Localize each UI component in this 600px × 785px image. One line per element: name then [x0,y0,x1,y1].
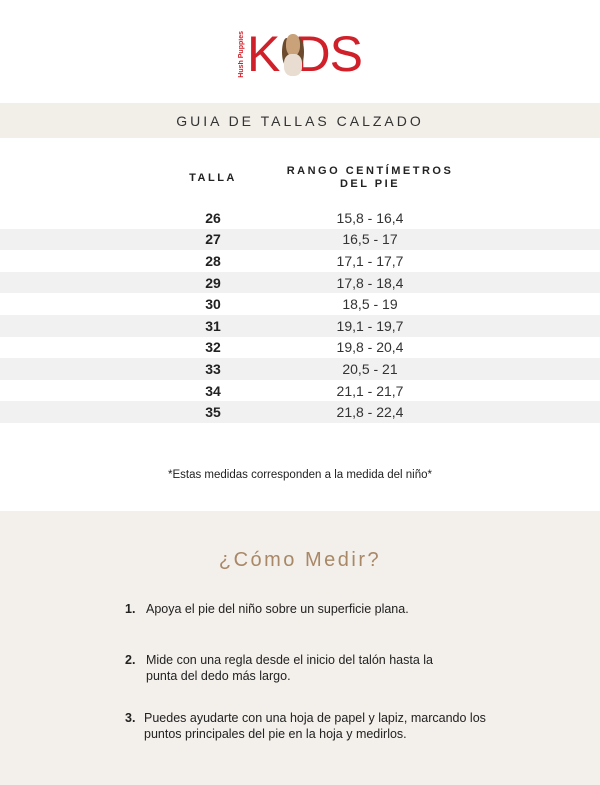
step-number: 3. [125,711,136,725]
table-row: 28 17,1 - 17,7 [0,250,600,272]
talla-cell: 33 [205,360,221,377]
talla-cell: 30 [205,296,221,313]
header-rango-line1: RANGO CENTÍMETROS [286,165,454,177]
title-band: GUIA DE TALLAS CALZADO [0,103,600,138]
table-row: 29 17,8 - 18,4 [0,271,600,294]
table-row: 31 19,1 - 19,7 [0,314,600,337]
talla-cell: 28 [205,252,221,269]
step-text: Mide con una regla desde el inicio del t… [146,653,433,683]
rango-cell: 15,8 - 16,4 [336,209,404,226]
talla-cell: 34 [205,382,221,399]
logo-letter-k: K [247,26,280,82]
table-row: 33 20,5 - 21 [0,358,600,380]
section-title: ¿Cómo Medir? [218,549,382,571]
page-title: GUIA DE TALLAS CALZADO [176,112,424,129]
footnote: *Estas medidas corresponden a la medida … [167,469,433,481]
step-text: Puedes ayudarte con una hoja de papel y … [144,711,486,741]
logo-subtext: Hush Puppies [238,30,245,78]
basset-hound-icon [280,32,305,76]
step-number: 1. [125,602,136,616]
brand-logo: Hush Puppies K DS [238,26,363,82]
rango-cell: 19,8 - 20,4 [336,339,404,356]
talla-cell: 35 [205,404,221,421]
rango-cell: 17,1 - 17,7 [336,252,404,269]
step-3: 3. Puedes ayudarte con una hoja de papel … [125,710,495,742]
table-row: 32 19,8 - 20,4 [0,337,600,359]
header-talla: TALLA [189,172,237,184]
talla-cell: 26 [205,209,221,226]
header-rango: RANGO CENTÍMETROS DEL PIE [280,165,460,191]
talla-cell: 29 [205,274,221,291]
rango-cell: 21,8 - 22,4 [336,404,404,421]
rango-cell: 17,8 - 18,4 [336,274,404,291]
talla-cell: 27 [205,231,221,248]
table-row: 27 16,5 - 17 [0,228,600,251]
rango-cell: 19,1 - 19,7 [336,317,404,334]
table-row: 30 18,5 - 19 [0,293,600,315]
rango-cell: 16,5 - 17 [342,231,398,248]
table-row: 26 15,8 - 16,4 [0,207,600,229]
logo-letters-ds: DS [294,26,363,82]
table-row: 35 21,8 - 22,4 [0,401,600,423]
step-2: 2. Mide con una regla desde el inicio del… [125,652,465,684]
rango-cell: 18,5 - 19 [342,296,398,313]
how-to-measure-section: ¿Cómo Medir? 1. Apoya el pie del niño sob… [0,511,600,785]
step-text: Apoya el pie del niño sobre un superfici… [146,602,409,616]
talla-cell: 32 [205,339,221,356]
size-table: 26 15,8 - 16,4 27 16,5 - 17 28 17,1 - 17,7 29 1… [0,207,600,423]
step-number: 2. [125,653,136,667]
table-row: 34 21,1 - 21,7 [0,380,600,402]
rango-cell: 20,5 - 21 [342,360,398,377]
talla-cell: 31 [205,317,221,334]
header-rango-line2: DEL PIE [339,178,401,190]
step-1: 1. Apoya el pie del niño sobre un superfi… [125,601,409,617]
rango-cell: 21,1 - 21,7 [336,382,404,399]
